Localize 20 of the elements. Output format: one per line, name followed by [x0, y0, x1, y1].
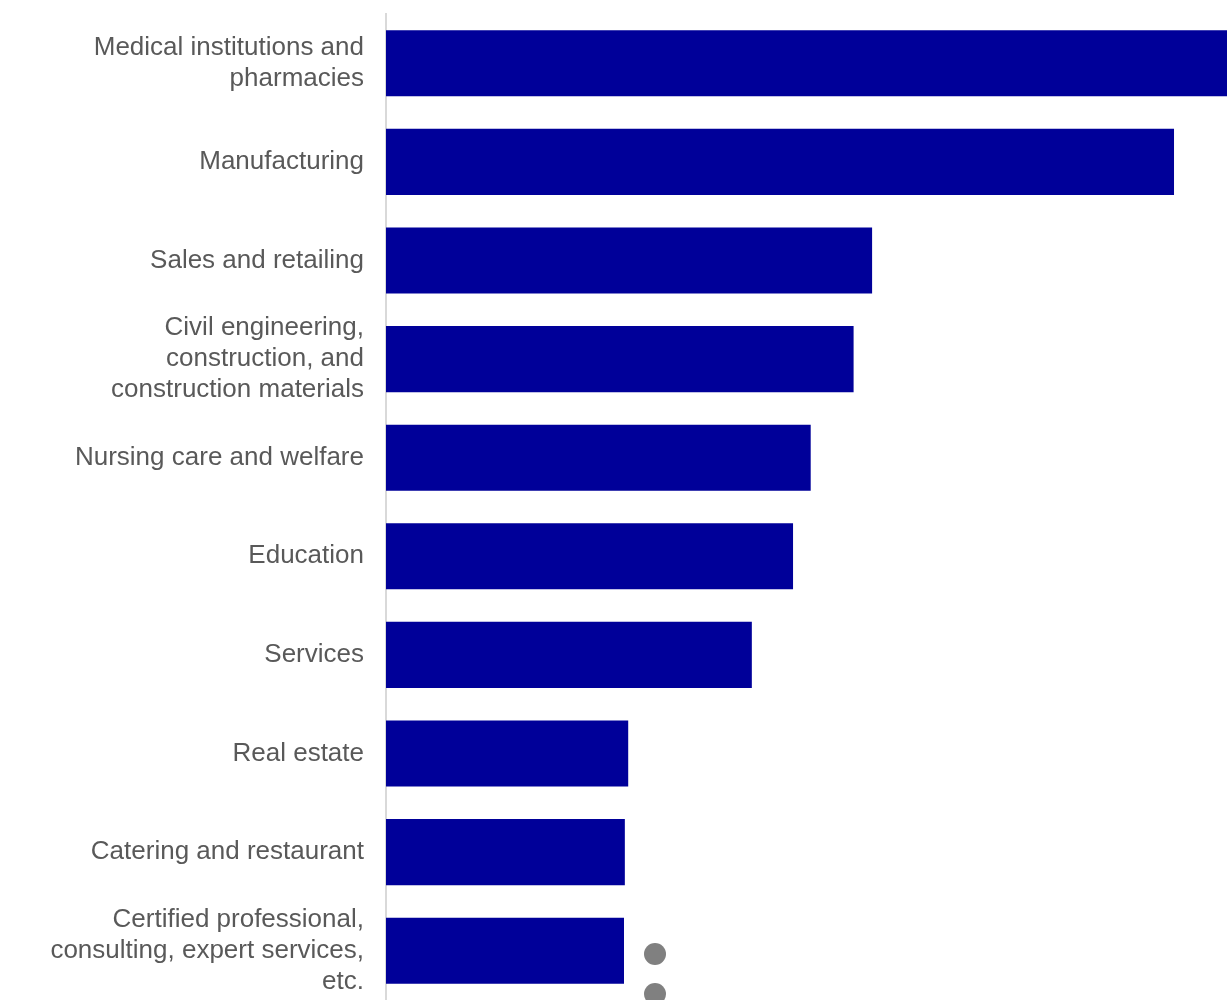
- bar: [386, 424, 811, 491]
- bar: [386, 30, 1227, 97]
- y-tick-label: Civil engineering, construction, and construction materials: [111, 311, 364, 404]
- y-tick-label: Manufacturing: [199, 145, 364, 176]
- y-tick-label: Real estate: [232, 736, 364, 767]
- bar: [386, 720, 629, 787]
- bar: [386, 917, 624, 984]
- y-tick-label: Education: [248, 539, 364, 570]
- y-tick-label: Medical institutions and pharmacies: [93, 30, 364, 93]
- y-tick-label: Services: [264, 638, 364, 669]
- bar: [386, 621, 752, 688]
- y-tick-label: Certified professional, consulting, expert services, etc.: [50, 902, 364, 996]
- y-tick-label: Catering and restaurant: [90, 835, 365, 866]
- y-tick-label: Sales and retailing: [150, 243, 364, 274]
- bar: [386, 128, 1175, 195]
- bar: [386, 326, 854, 393]
- y-tick-label: Nursing care and welfare: [74, 440, 364, 471]
- bar: [386, 227, 873, 294]
- bar: [386, 523, 794, 590]
- bar: [386, 819, 625, 886]
